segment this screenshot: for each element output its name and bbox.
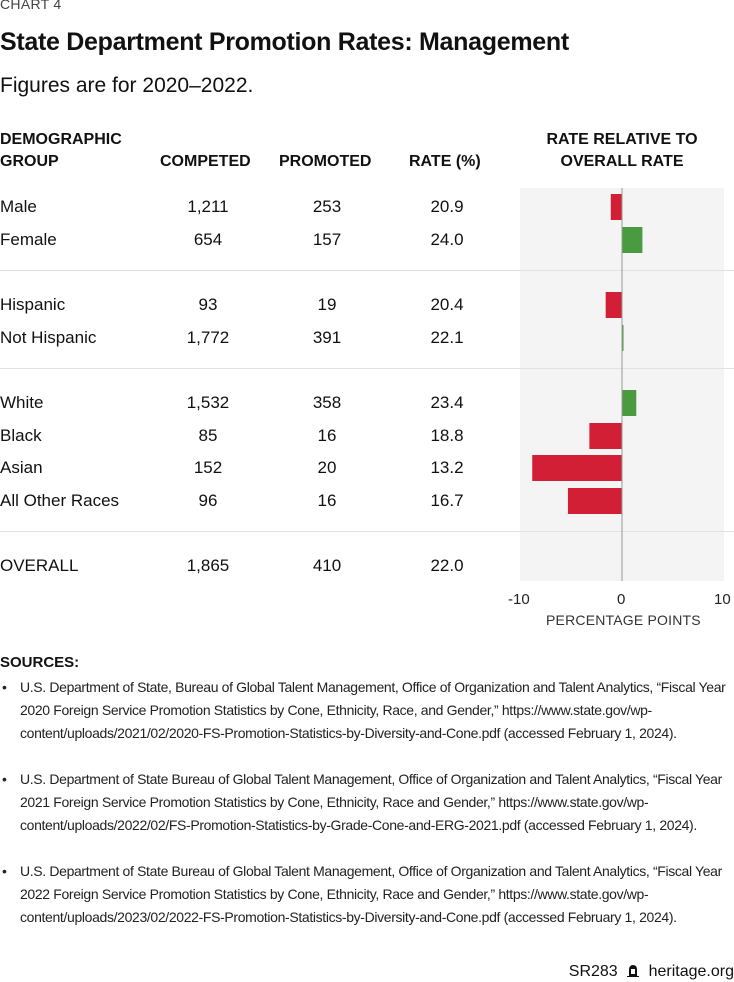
footer: SR283 heritage.org (569, 963, 734, 981)
header-rate: RATE (%) (409, 153, 481, 170)
source-text: U.S. Department of State Bureau of Globa… (20, 771, 722, 833)
row-rate: 16.7 (430, 491, 464, 510)
bullet: • (2, 863, 7, 879)
row-promoted: 20 (317, 458, 337, 477)
heritage-bell-icon (627, 964, 640, 977)
row-competed: 96 (198, 491, 218, 510)
sources-heading: SOURCES: (0, 654, 80, 671)
row-promoted: 391 (312, 328, 342, 347)
bar-male (610, 194, 622, 220)
x-tick-label: -10 (508, 591, 530, 608)
report-id: SR283 (568, 963, 618, 980)
bar-female (622, 227, 643, 253)
row-group-label: OVERALL (0, 556, 79, 575)
group-divider (0, 270, 734, 271)
group-divider (0, 531, 734, 532)
row-group-label: Hispanic (0, 295, 66, 314)
group-divider (0, 368, 734, 369)
row-promoted: 16 (317, 491, 337, 510)
row-rate: 13.2 (430, 458, 464, 477)
row-competed: 1,532 (186, 393, 230, 412)
row-rate: 22.1 (430, 328, 464, 347)
bar-asian (532, 455, 622, 481)
x-axis-label: PERCENTAGE POINTS (546, 612, 701, 628)
row-rate: 18.8 (430, 426, 464, 445)
row-promoted: 410 (312, 556, 342, 575)
x-tick-label: 0 (617, 591, 626, 608)
row-competed: 152 (193, 458, 223, 477)
source-item: • U.S. Department of State Bureau of Glo… (0, 768, 734, 837)
source-text: U.S. Department of State, Bureau of Glob… (20, 679, 726, 741)
row-group-label: White (0, 393, 44, 412)
header-relative-line2: OVERALL RATE (560, 153, 684, 170)
bullet: • (2, 771, 7, 787)
chart-subtitle: Figures are for 2020–2022. (0, 74, 254, 97)
row-competed: 654 (193, 230, 223, 249)
header-competed: COMPETED (160, 153, 251, 170)
row-rate: 24.0 (430, 230, 464, 249)
header-relative-line1: RATE RELATIVE TO (546, 131, 698, 148)
row-rate: 22.0 (430, 556, 464, 575)
chart-number: CHART 4 (0, 0, 62, 12)
row-promoted: 16 (317, 426, 337, 445)
row-group-label: Asian (0, 458, 43, 477)
row-promoted: 253 (312, 197, 342, 216)
bar-white (622, 390, 637, 416)
row-rate: 23.4 (430, 393, 464, 412)
row-group-label: Not Hispanic (0, 328, 97, 347)
bullet: • (2, 679, 7, 695)
bar-all-other-races (567, 488, 622, 514)
row-group-label: Black (0, 426, 42, 445)
row-promoted: 358 (312, 393, 342, 412)
header-promoted: PROMOTED (279, 153, 372, 170)
row-rate: 20.4 (430, 295, 464, 314)
site-link[interactable]: heritage.org (648, 963, 734, 980)
row-promoted: 19 (317, 295, 337, 314)
row-competed: 1,211 (187, 197, 229, 216)
x-tick-label: 10 (714, 591, 731, 608)
row-competed: 85 (198, 426, 218, 445)
row-group-label: Male (0, 197, 37, 216)
header-group-line1: DEMOGRAPHIC (0, 131, 122, 148)
row-rate: 20.9 (430, 197, 464, 216)
bar-not-hispanic (622, 325, 624, 351)
chart-title: State Department Promotion Rates: Manage… (0, 28, 569, 56)
row-competed: 1,772 (186, 328, 230, 347)
row-competed: 1,865 (186, 556, 230, 575)
header-demographic-group: DEMOGRAPHIC GROUP (0, 129, 122, 173)
source-item: • U.S. Department of State Bureau of Glo… (0, 860, 734, 929)
row-group-label: Female (0, 230, 57, 249)
row-competed: 93 (198, 295, 218, 314)
bar-black (589, 423, 622, 449)
header-rate-relative: RATE RELATIVE TO OVERALL RATE (520, 129, 724, 173)
row-group-label: All Other Races (0, 491, 120, 510)
row-promoted: 157 (312, 230, 342, 249)
header-group-line2: GROUP (0, 153, 59, 170)
source-text: U.S. Department of State Bureau of Globa… (20, 863, 722, 925)
bar-hispanic (605, 292, 622, 318)
source-item: • U.S. Department of State, Bureau of Gl… (0, 676, 734, 745)
